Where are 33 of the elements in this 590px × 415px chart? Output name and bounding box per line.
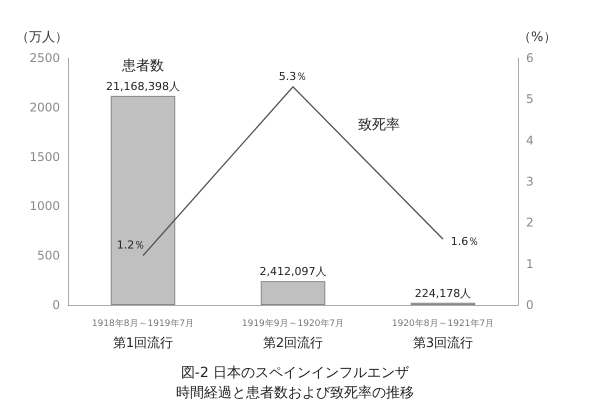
y2-tick-label: 6 (526, 51, 534, 65)
y2-tick-label: 3 (526, 174, 534, 188)
y-tick-label: 2000 (29, 100, 60, 114)
y2-tick-label: 2 (526, 216, 534, 230)
annotation: 2,412,097人 (260, 265, 326, 278)
bar (110, 96, 176, 305)
data-label: 1.6％ (450, 235, 480, 248)
y-tick-label: 500 (37, 248, 60, 263)
x-tick-label: 1918年8月～1919年7月 (92, 318, 194, 329)
y-axis-title: （万人） (16, 30, 68, 45)
y-tick-label: 2500 (29, 51, 60, 65)
annotation: 224,178人 (414, 286, 472, 300)
text: 第2回流行 (262, 335, 324, 351)
text: 図-2 日本のスペインインフルエンザ (180, 365, 410, 381)
y-tick-label: 1000 (29, 199, 60, 214)
y2-tick-label: 1 (526, 256, 534, 271)
y2-tick-label: 0 (526, 298, 534, 312)
text: 時間経過と患者数および致死率の推移 (176, 385, 414, 401)
x-tick-label: 1920年8月～1921年7月 (392, 318, 494, 329)
data-label: 1.2％ (116, 238, 146, 252)
text: 第3回流行 (412, 335, 474, 351)
y-tick-label: 0 (52, 298, 60, 312)
data-label: 5.3％ (278, 70, 308, 83)
text: 第1回流行 (112, 335, 174, 351)
y2-axis-title: （%） (518, 30, 556, 45)
x-tick-label: 1919年9月～1920年7月 (242, 318, 344, 329)
y2-tick-label: 4 (526, 133, 534, 148)
y-tick-label: 1500 (29, 150, 60, 164)
series-label: 致死率 (358, 116, 400, 133)
series-label: 患者数 (121, 58, 164, 74)
annotation: 21,168,398人 (106, 80, 180, 93)
y2-tick-label: 5 (526, 92, 534, 106)
bar (260, 281, 326, 305)
